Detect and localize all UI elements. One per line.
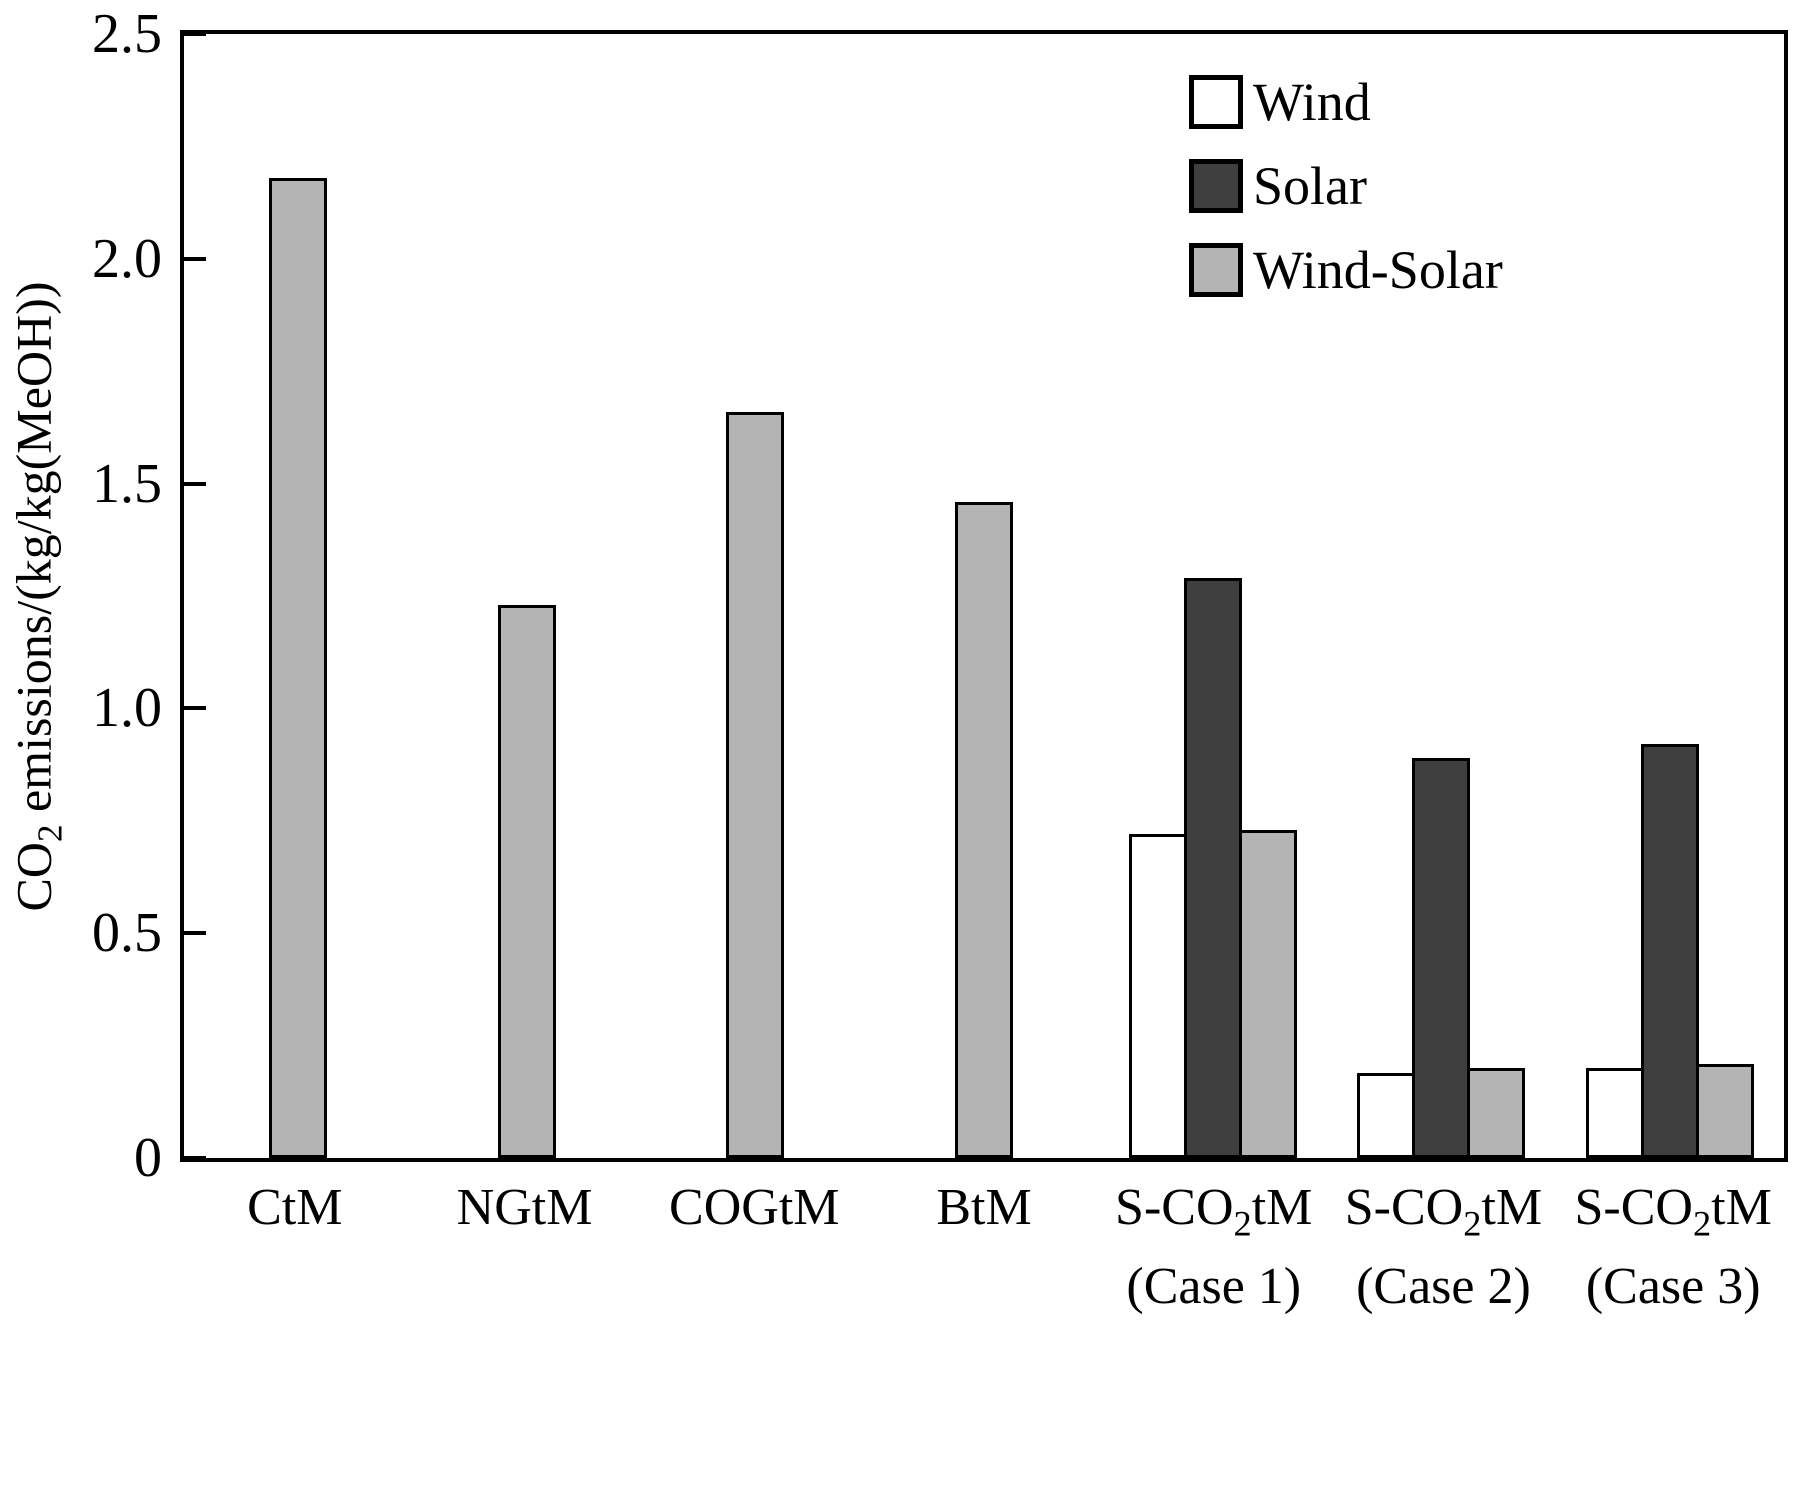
bar-wind [1128,834,1187,1158]
bar-group [870,501,1099,1158]
bar-group [1555,744,1784,1158]
legend-swatch-wind-solar [1189,243,1243,297]
bar-wind-solar [726,411,785,1158]
y-tick-mark [184,481,206,486]
y-tick-mark [184,706,206,711]
bar-solar [1640,744,1699,1158]
bar-group [641,411,870,1158]
x-tick-label: COGtM [669,1179,840,1236]
y-tick-mark [184,1156,206,1160]
legend-item: Wind-Solar [1189,242,1503,298]
bar-wind-solar [1467,1068,1526,1158]
bar-wind [1357,1072,1416,1158]
y-tick-label: 2.0 [92,227,162,290]
bar-group [413,605,642,1158]
y-tick-mark [184,931,206,936]
x-axis-labels: CtM NGtM COGtM BtM S-CO2tM (Case 1) S-CO2tM (Ca… [180,1176,1788,1319]
bar-group [184,177,413,1158]
legend: Wind Solar Wind-Solar [1189,74,1503,298]
y-axis-label-wrap: CO2 emissions/(kg/kg(MeOH)) [0,30,84,1162]
x-tick-label: S-CO2tM (Case 3) [1574,1179,1772,1316]
x-tick-label: BtM [936,1179,1032,1236]
y-tick-mark [184,32,206,36]
bar-solar [1183,578,1242,1158]
x-tick-label: S-CO2tM (Case 2) [1344,1179,1543,1316]
y-axis-label: CO2 emissions/(kg/kg(MeOH)) [5,281,70,911]
bar-wind-solar [1695,1063,1754,1158]
legend-swatch-solar [1189,159,1243,213]
bar-solar [1412,757,1471,1158]
x-tick-label: CtM [247,1179,343,1236]
x-tick-label: NGtM [456,1179,593,1236]
x-tick-label: S-CO2tM (Case 1) [1115,1179,1313,1316]
bar-wind [1585,1068,1644,1158]
y-tick-mark [184,256,206,261]
y-tick-label: 0.5 [92,902,162,965]
bars-container [184,34,1784,1158]
legend-label: Wind [1253,72,1371,132]
bar-wind-solar [955,501,1014,1158]
bar-wind-solar [269,177,328,1158]
legend-item: Wind [1189,74,1503,130]
y-tick-label: 1.5 [92,452,162,515]
y-tick-label: 1.0 [92,677,162,740]
bar-wind-solar [1238,829,1297,1158]
y-tick-label: 2.5 [92,3,162,65]
y-tick-label: 0 [134,1127,162,1189]
bar-group [1327,757,1556,1158]
legend-item: Solar [1189,158,1503,214]
bar-group [1098,578,1327,1158]
legend-label: Wind-Solar [1253,240,1503,300]
legend-swatch-wind [1189,75,1243,129]
legend-label: Solar [1253,156,1367,216]
bar-wind-solar [497,605,556,1158]
plot-area: Wind Solar Wind-Solar [180,30,1788,1162]
